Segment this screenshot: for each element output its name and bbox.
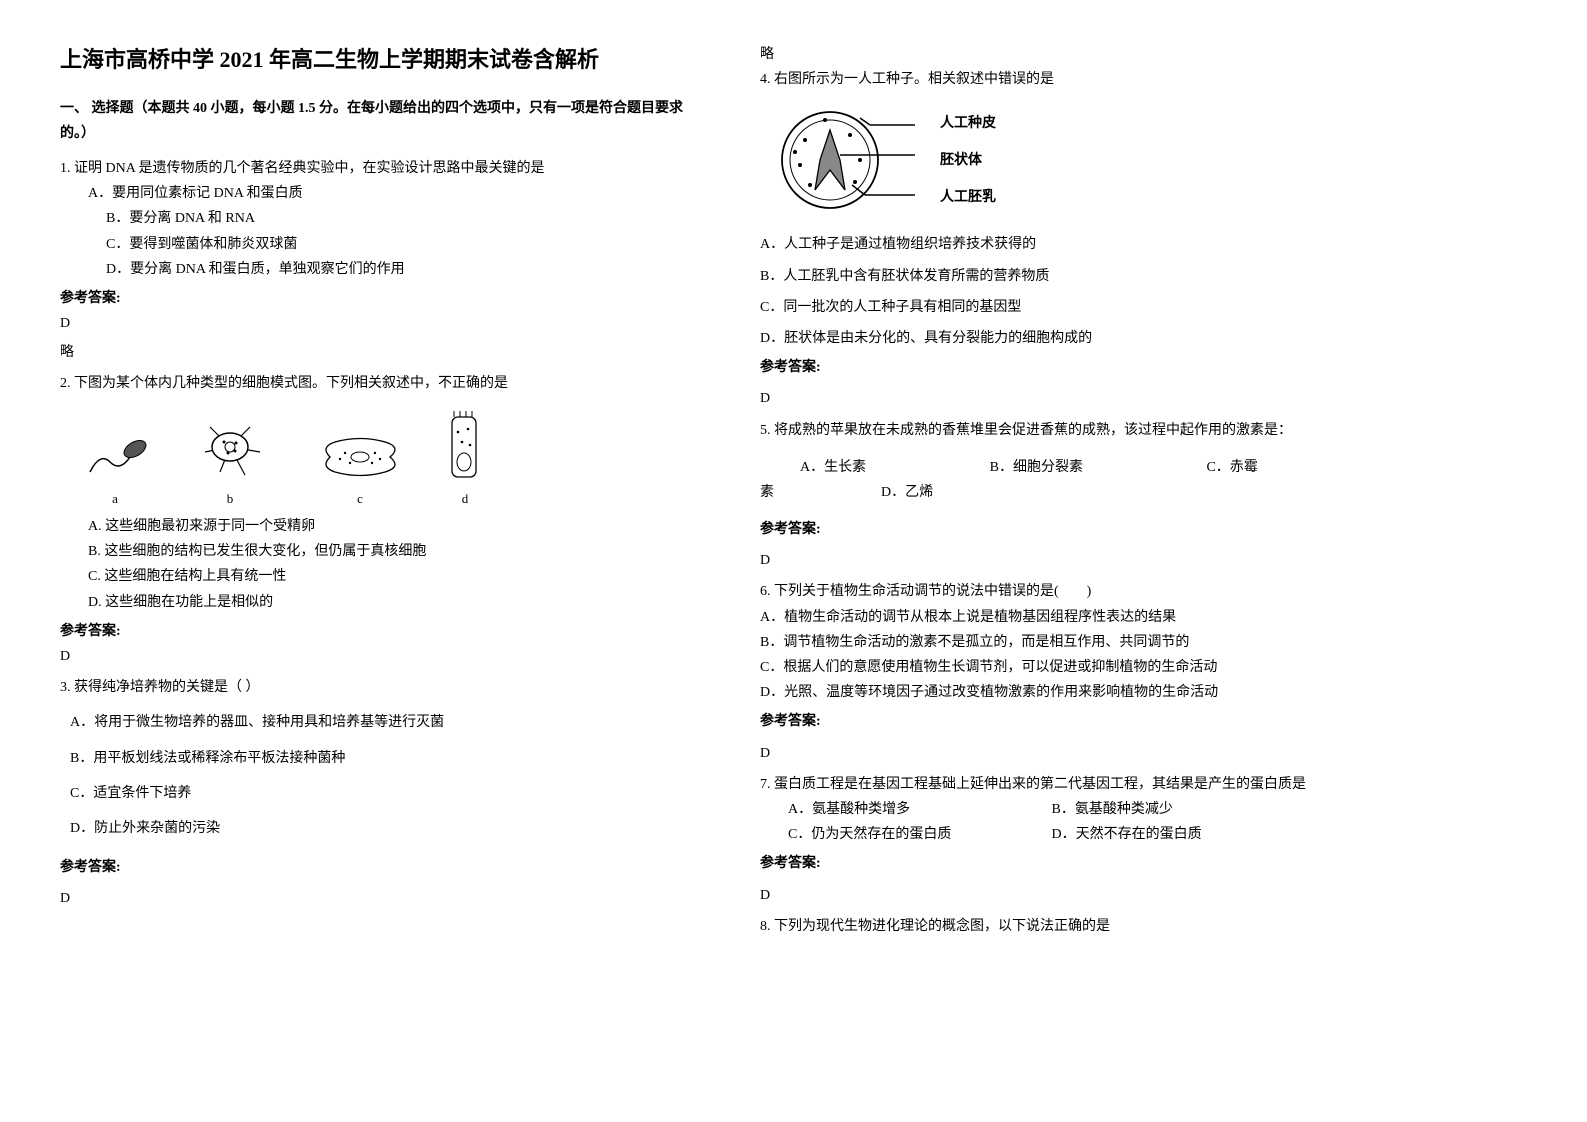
q5-opt-a: A．生长素: [800, 455, 866, 480]
q5-options-row2: 素 D．乙烯: [760, 480, 1400, 505]
q5-options-row1: A．生长素 B．细胞分裂素 C．赤霉: [800, 455, 1400, 480]
q2-cell-d: d: [440, 407, 490, 510]
q3-opt-d: D．防止外来杂菌的污染: [70, 816, 700, 841]
q4-opt-a: A．人工种子是通过植物组织培养技术获得的: [760, 232, 1400, 257]
question-8: 8. 下列为现代生物进化理论的概念图，以下说法正确的是: [760, 914, 1400, 939]
q2-answer-label: 参考答案:: [60, 619, 700, 644]
q7-opt-b: B．氨基酸种类减少: [1052, 802, 1173, 817]
q2-opt-d: D. 这些细胞在功能上是相似的: [88, 590, 700, 615]
q6-opt-a: A．植物生命活动的调节从根本上说是植物基因组程序性表达的结果: [760, 605, 1400, 630]
q5-opt-d: D．乙烯: [881, 485, 933, 500]
q2-label-d: d: [440, 487, 490, 510]
q6-answer: D: [760, 741, 1400, 766]
q4-opt-d: D．胚状体是由未分化的、具有分裂能力的细胞构成的: [760, 326, 1400, 351]
q5-opt-b: B．细胞分裂素: [990, 455, 1083, 480]
q6-opt-d: D．光照、温度等环境因子通过改变植物激素的作用来影响植物的生命活动: [760, 680, 1400, 705]
q3-opt-b: B．用平板划线法或稀释涂布平板法接种菌种: [70, 746, 700, 771]
seed-label-embryo: 胚状体: [940, 148, 996, 173]
q2-opt-b: B. 这些细胞的结构已发生很大变化，但仍属于真核细胞: [88, 539, 700, 564]
q2-cell-a: a: [80, 417, 150, 510]
q3-answer: D: [60, 886, 700, 911]
q5-answer: D: [760, 548, 1400, 573]
q5-answer-label: 参考答案:: [760, 517, 1400, 542]
q2-label-b: b: [180, 487, 280, 510]
q1-stem: 1. 证明 DNA 是遗传物质的几个著名经典实验中，在实验设计思路中最关键的是: [60, 156, 700, 181]
q4-answer-label: 参考答案:: [760, 355, 1400, 380]
q7-row1: A．氨基酸种类增多 B．氨基酸种类减少: [788, 797, 1400, 822]
q1-answer: D: [60, 311, 700, 336]
q7-answer-label: 参考答案:: [760, 851, 1400, 876]
q7-opt-c: C．仍为天然存在的蛋白质: [788, 822, 1048, 847]
q8-stem: 8. 下列为现代生物进化理论的概念图，以下说法正确的是: [760, 914, 1400, 939]
q3-answer-label: 参考答案:: [60, 855, 700, 880]
q7-opt-a: A．氨基酸种类增多: [788, 797, 1048, 822]
q7-stem: 7. 蛋白质工程是在基因工程基础上延伸出来的第二代基因工程，其结果是产生的蛋白质…: [760, 772, 1400, 797]
q2-label-c: c: [310, 487, 410, 510]
q6-opt-b: B．调节植物生命活动的激素不是孤立的，而是相互作用、共同调节的: [760, 630, 1400, 655]
section-1-header: 一、 选择题（本题共 40 小题，每小题 1.5 分。在每小题给出的四个选项中，…: [60, 96, 700, 146]
q4-answer: D: [760, 386, 1400, 411]
q2-opt-c: C. 这些细胞在结构上具有统一性: [88, 564, 700, 589]
q7-answer: D: [760, 883, 1400, 908]
q4-stem: 4. 右图所示为一人工种子。相关叙述中错误的是: [760, 67, 1400, 92]
question-5: 5. 将成熟的苹果放在未成熟的香蕉堆里会促进香蕉的成熟，该过程中起作用的激素是：…: [760, 418, 1400, 574]
question-4: 4. 右图所示为一人工种子。相关叙述中错误的是 人工种皮 胚状体: [760, 67, 1400, 411]
q1-opt-d: D．要分离 DNA 和蛋白质，单独观察它们的作用: [106, 257, 700, 282]
q3-opt-c: C．适宜条件下培养: [70, 781, 700, 806]
q1-opt-a: A．要用同位素标记 DNA 和蛋白质: [88, 181, 700, 206]
question-2: 2. 下图为某个体内几种类型的细胞模式图。下列相关叙述中，不正确的是 a b: [60, 371, 700, 669]
q6-opt-c: C．根据人们的意愿使用植物生长调节剂，可以促进或抑制植物的生命活动: [760, 655, 1400, 680]
left-column: 上海市高桥中学 2021 年高二生物上学期期末试卷含解析 一、 选择题（本题共 …: [60, 40, 700, 945]
q4-figure-labels: 人工种皮 胚状体 人工胚乳: [940, 111, 996, 211]
neuron-cell-icon: [180, 407, 280, 487]
q2-figure: a b c: [80, 407, 700, 510]
sperm-cell-icon: [80, 417, 150, 487]
q4-opt-c: C．同一批次的人工种子具有相同的基因型: [760, 295, 1400, 320]
seed-label-coat: 人工种皮: [940, 111, 996, 136]
question-7: 7. 蛋白质工程是在基因工程基础上延伸出来的第二代基因工程，其结果是产生的蛋白质…: [760, 772, 1400, 908]
q2-answer: D: [60, 644, 700, 669]
q2-cell-c: c: [310, 427, 410, 510]
question-1: 1. 证明 DNA 是遗传物质的几个著名经典实验中，在实验设计思路中最关键的是 …: [60, 156, 700, 366]
flat-cell-icon: [310, 427, 410, 487]
q2-opt-a: A. 这些细胞最初来源于同一个受精卵: [88, 514, 700, 539]
q2-cell-b: b: [180, 407, 280, 510]
question-3: 3. 获得纯净培养物的关键是（ ） A．将用于微生物培养的器皿、接种用具和培养基…: [60, 675, 700, 911]
q2-stem: 2. 下图为某个体内几种类型的细胞模式图。下列相关叙述中，不正确的是: [60, 371, 700, 396]
page-title: 上海市高桥中学 2021 年高二生物上学期期末试卷含解析: [60, 40, 700, 80]
columnar-cell-icon: [440, 407, 490, 487]
q7-opt-d: D．天然不存在的蛋白质: [1052, 827, 1202, 842]
q5-opt-c: C．赤霉: [1206, 460, 1257, 475]
artificial-seed-icon: [770, 100, 920, 220]
question-6: 6. 下列关于植物生命活动调节的说法中错误的是( ) A．植物生命活动的调节从根…: [760, 579, 1400, 765]
q4-opt-b: B．人工胚乳中含有胚状体发育所需的营养物质: [760, 264, 1400, 289]
q4-figure: 人工种皮 胚状体 人工胚乳: [770, 100, 1400, 220]
q5-stem: 5. 将成熟的苹果放在未成熟的香蕉堆里会促进香蕉的成熟，该过程中起作用的激素是：: [760, 418, 1400, 443]
q1-opt-c: C．要得到噬菌体和肺炎双球菌: [106, 232, 700, 257]
right-column: 略 4. 右图所示为一人工种子。相关叙述中错误的是 人工种皮: [760, 40, 1400, 945]
q1-answer-label: 参考答案:: [60, 286, 700, 311]
seed-label-endosperm: 人工胚乳: [940, 185, 996, 210]
q1-opt-b: B．要分离 DNA 和 RNA: [106, 206, 700, 231]
q1-note: 略: [60, 340, 700, 365]
q6-stem: 6. 下列关于植物生命活动调节的说法中错误的是( ): [760, 579, 1400, 604]
q7-row2: C．仍为天然存在的蛋白质 D．天然不存在的蛋白质: [788, 822, 1400, 847]
col2-top-note: 略: [760, 42, 1400, 67]
q3-stem: 3. 获得纯净培养物的关键是（ ）: [60, 675, 700, 700]
q6-answer-label: 参考答案:: [760, 709, 1400, 734]
q3-opt-a: A．将用于微生物培养的器皿、接种用具和培养基等进行灭菌: [70, 710, 700, 735]
q5-opt-c-cont: 素: [760, 485, 774, 500]
q2-label-a: a: [80, 487, 150, 510]
